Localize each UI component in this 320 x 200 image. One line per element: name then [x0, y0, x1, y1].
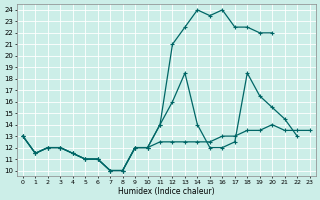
- X-axis label: Humidex (Indice chaleur): Humidex (Indice chaleur): [118, 187, 214, 196]
